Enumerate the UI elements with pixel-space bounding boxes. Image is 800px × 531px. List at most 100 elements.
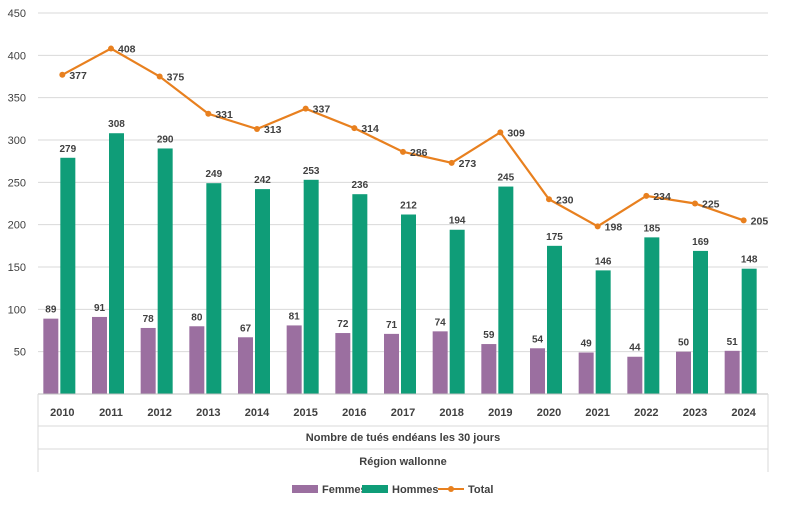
bar-hommes-2019 [498,186,514,394]
x-tick-label: 2021 [585,407,609,419]
bar-hommes-2011 [109,133,124,394]
total-point [205,110,212,117]
data-label-total: 198 [605,221,623,233]
total-point [302,105,309,112]
total-point [448,159,455,166]
y-tick-label: 300 [8,135,26,147]
data-label-hommes: 185 [643,223,660,234]
total-point [740,217,747,224]
bar-femmes-2014 [238,337,253,394]
total-line [59,45,747,230]
data-label-hommes: 253 [303,166,320,177]
data-label-hommes: 194 [449,216,466,227]
x-tick-label: 2020 [537,407,561,419]
x-axis-subtitle: Région wallonne [359,456,446,468]
bar-femmes-2016 [335,333,351,394]
bar-hommes-2016 [352,194,368,394]
bar-femmes-2012 [140,327,156,394]
y-tick-label: 350 [8,93,26,105]
total-point [546,196,552,203]
x-tick-label: 2022 [634,407,658,419]
data-label-total: 205 [751,215,769,227]
data-label-hommes: 279 [59,144,76,155]
x-axis-title: Nombre de tués endéans les 30 jours [306,432,500,444]
x-tick-label: 2023 [683,407,707,419]
data-label-femmes: 50 [678,338,690,349]
y-tick-label: 200 [8,220,26,232]
data-label-hommes: 146 [595,256,612,267]
data-label-femmes: 49 [581,339,593,350]
data-label-femmes: 78 [143,314,155,325]
bar-femmes-2010 [43,318,59,394]
y-tick-label: 100 [8,304,26,316]
data-labels: 89 279 91 308 78 290 80 249 67 242 81 253 72 236 71 212… [45,44,768,354]
data-label-hommes: 308 [108,119,125,130]
x-tick-label: 2016 [342,407,366,419]
x-tick-label: 2017 [391,407,415,419]
data-label-total: 408 [118,44,136,56]
data-label-total: 273 [459,158,477,170]
y-tick-label: 250 [8,177,26,189]
data-label-femmes: 91 [94,303,106,314]
total-point [156,73,163,80]
x-axis: 2010 2011 2012 2013 2014 2015 2016 2017 2018 2019… [37,393,769,472]
y-tick-label: 150 [8,262,26,274]
total-point [108,45,114,52]
bar-hommes-2010 [60,157,76,394]
x-tick-label: 2014 [245,407,270,419]
data-label-femmes: 71 [386,320,398,331]
data-label-femmes: 89 [45,305,57,316]
legend-label-hommes: Hommes [392,484,438,496]
bar-hommes-2012 [157,148,173,394]
data-label-femmes: 81 [289,311,301,322]
data-label-hommes: 249 [205,169,222,180]
total-point [351,125,358,132]
bar-hommes-2021 [595,270,611,394]
bar-hommes-2024 [741,268,757,394]
bar-hommes-2022 [644,237,660,394]
x-tick-label: 2024 [731,407,756,419]
data-label-total: 286 [410,147,428,159]
legend-swatch-hommes [362,485,388,493]
data-label-total: 377 [69,70,87,82]
x-tick-label: 2019 [488,407,512,419]
bar-hommes-2014 [255,189,270,394]
data-label-total: 337 [313,104,331,116]
total-point [594,223,601,230]
x-tick-label: 2015 [293,407,317,419]
bar-femmes-2018 [432,331,448,394]
data-label-hommes: 245 [497,173,514,184]
total-point [400,148,406,155]
data-label-hommes: 175 [546,232,563,243]
bar-hommes-2020 [547,245,562,394]
data-label-femmes: 59 [483,330,495,341]
data-label-femmes: 72 [337,319,349,330]
x-tick-label: 2010 [50,407,74,419]
bar-femmes-2020 [530,348,545,394]
data-label-femmes: 67 [240,323,252,334]
bar-femmes-2021 [578,352,594,394]
bar-femmes-2013 [189,326,205,394]
x-tick-label: 2018 [439,407,463,419]
data-label-femmes: 44 [629,343,641,354]
x-tick-label: 2011 [99,407,123,419]
data-label-femmes: 51 [727,337,739,348]
total-point [59,71,66,78]
data-label-total: 313 [264,124,282,136]
bar-femmes-2024 [724,350,740,394]
total-point [254,125,260,132]
data-label-total: 230 [556,194,574,206]
data-label-total: 234 [653,191,671,203]
bar-hommes-2018 [449,229,465,394]
y-axis: 50 100 150 200 250 300 350 400 450 [8,8,26,359]
data-label-hommes: 212 [400,201,417,212]
bar-hommes-2015 [303,179,319,394]
legend: Femmes Hommes Total [292,484,493,496]
y-tick-label: 50 [14,347,26,359]
data-label-femmes: 74 [435,317,447,328]
data-label-total: 331 [215,109,233,121]
x-tick-label: 2013 [196,407,220,419]
y-tick-label: 400 [8,50,26,62]
data-label-total: 375 [167,72,185,84]
